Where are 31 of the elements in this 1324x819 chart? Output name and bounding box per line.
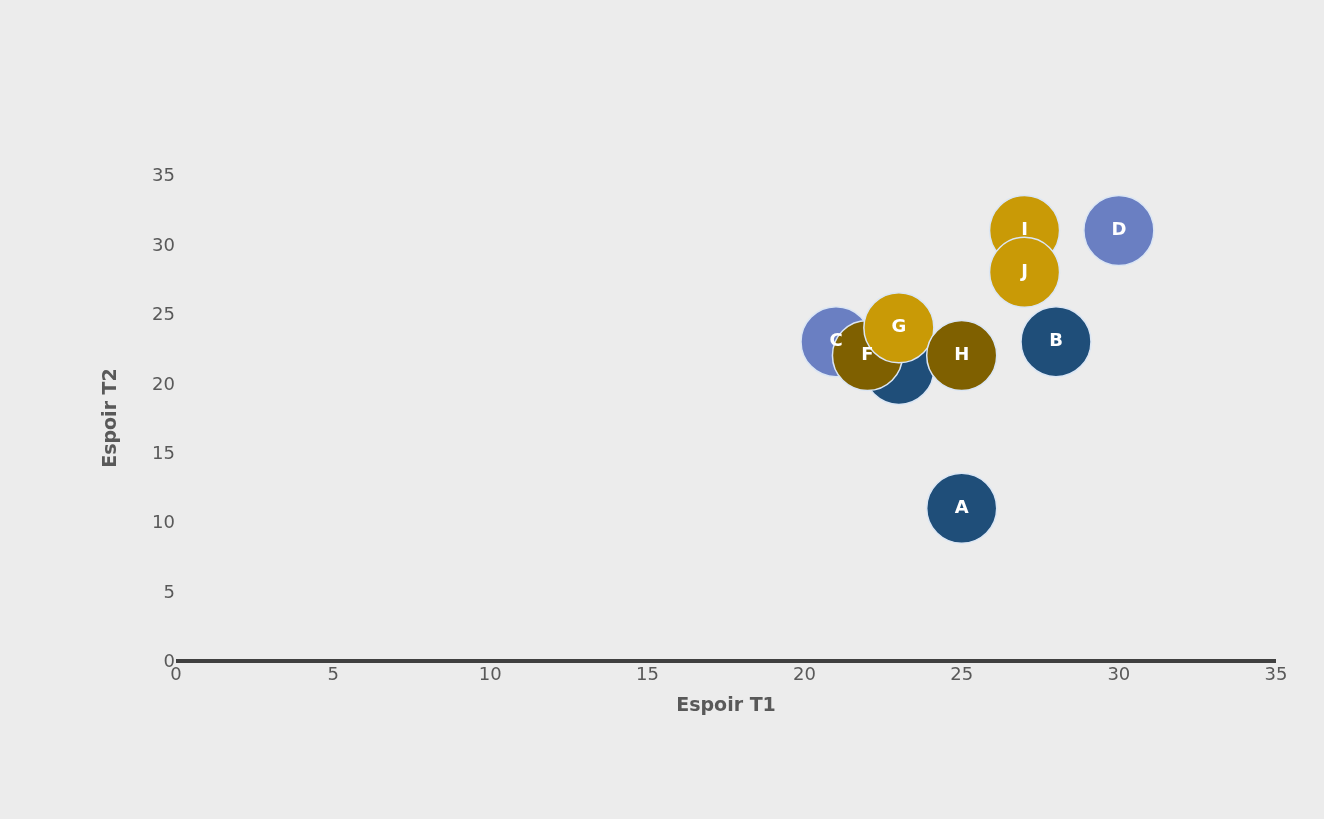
data-label: H bbox=[954, 343, 970, 365]
y-tick-label: 20 bbox=[152, 372, 175, 394]
y-tick-label: 25 bbox=[152, 303, 175, 325]
point bbox=[1083, 194, 1155, 267]
y-tick-label: 30 bbox=[152, 233, 175, 255]
data-label: I bbox=[1021, 218, 1028, 240]
data-label: C bbox=[829, 329, 843, 351]
data-label: G bbox=[891, 315, 907, 337]
x-axis-title: Espoir T1 bbox=[676, 692, 776, 715]
data-label: B bbox=[1049, 329, 1063, 351]
x-tick-label: 15 bbox=[635, 663, 659, 684]
data-label: A bbox=[954, 495, 969, 517]
y-axis-title: Espoir T2 bbox=[97, 368, 120, 468]
y-tick-label: 15 bbox=[152, 442, 175, 464]
x-tick-label: 35 bbox=[1264, 663, 1288, 684]
data-label: F bbox=[861, 343, 874, 365]
point bbox=[925, 472, 998, 544]
y-tick-label: 10 bbox=[152, 511, 175, 533]
x-tick-label: 5 bbox=[327, 663, 339, 684]
x-tick-label: 25 bbox=[950, 663, 974, 684]
y-tick-label: 5 bbox=[163, 580, 175, 602]
point bbox=[988, 236, 1061, 308]
data-label: J bbox=[1019, 259, 1028, 281]
point bbox=[1020, 305, 1092, 378]
point bbox=[925, 319, 998, 392]
x-tick-label: 20 bbox=[793, 663, 817, 684]
y-tick-label: 35 bbox=[152, 164, 175, 186]
data-label: D bbox=[1111, 218, 1127, 240]
x-tick-label: 10 bbox=[478, 663, 502, 684]
x-tick-label: 30 bbox=[1107, 663, 1131, 684]
point bbox=[863, 291, 935, 364]
